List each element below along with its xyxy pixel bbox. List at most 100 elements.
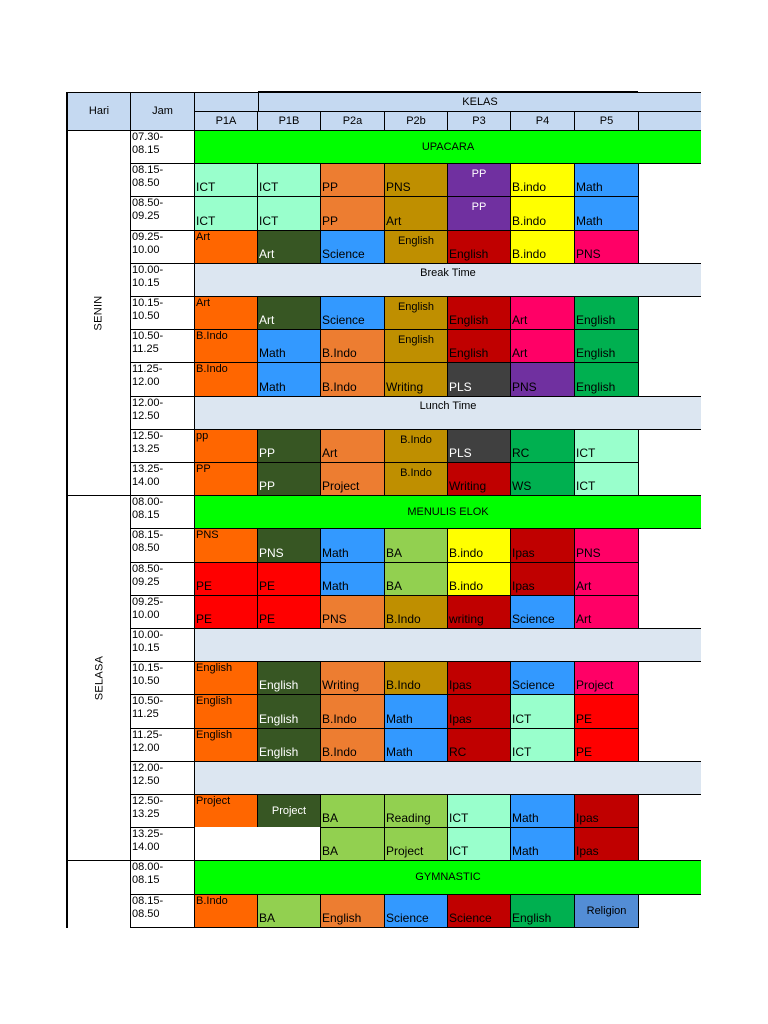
time-slot: 12.00- 12.50 <box>130 396 195 430</box>
class-cell-p4: ICT <box>510 728 575 762</box>
activity-banner: MENULIS ELOK <box>194 495 701 529</box>
class-cell-p5: Ipas <box>574 827 639 861</box>
class-cell-p5: English <box>574 362 639 397</box>
class-cell-p1a: English <box>194 661 258 695</box>
class-cell-p2a: Math <box>320 562 385 596</box>
class-cell-p5: PE <box>574 728 639 762</box>
time-slot: 10.00- 10.15 <box>130 628 195 662</box>
class-cell-p1b: Project <box>257 794 321 828</box>
class-cell-p4: Art <box>510 296 575 330</box>
time-slot: 08.15- 08.50 <box>130 894 195 928</box>
time-slot: 09.25- 10.00 <box>130 595 195 629</box>
class-cell-p5: Religion <box>574 894 639 928</box>
time-slot: 10.50- 11.25 <box>130 694 195 729</box>
break-row <box>194 761 701 795</box>
class-cell-p2b: Math <box>384 694 448 729</box>
class-cell-p3: English <box>447 230 511 264</box>
class-cell-p2a: Science <box>320 296 385 330</box>
class-cell-p2a: B.Indo <box>320 362 385 397</box>
time-slot: 11.25- 12.00 <box>130 728 195 762</box>
class-cell-p3: B.indo <box>447 528 511 563</box>
class-cell-p5: ICT <box>574 429 639 463</box>
class-cell-p1b <box>257 827 321 861</box>
class-cell-p2b: Writing <box>384 362 448 397</box>
time-slot: 08.15- 08.50 <box>130 163 195 197</box>
class-header-p2a: P2a <box>320 111 385 131</box>
class-cell-p2a: PP <box>320 196 385 231</box>
class-cell-p2b: English <box>384 329 448 363</box>
class-cell-p1a: PP <box>194 462 258 496</box>
class-cell-p2b: Reading <box>384 794 448 828</box>
class-cell-p1b: Math <box>257 362 321 397</box>
class-cell-p3: Ipas <box>447 661 511 695</box>
class-cell-p3: Writing <box>447 462 511 496</box>
day-name: SELASA <box>92 655 105 701</box>
class-cell-p2a: English <box>320 894 385 928</box>
class-cell-p1b: PP <box>257 429 321 463</box>
class-header-p2b: P2b <box>384 111 448 131</box>
time-slot: 12.00- 12.50 <box>130 761 195 795</box>
class-cell-p2b: Art <box>384 196 448 231</box>
class-cell-p4: PNS <box>510 362 575 397</box>
class-cell-p3: Science <box>447 894 511 928</box>
header-hari: Hari <box>67 92 131 131</box>
class-cell-p5: PNS <box>574 528 639 563</box>
class-cell-p1b: PE <box>257 595 321 629</box>
class-cell-p2b: BA <box>384 562 448 596</box>
class-cell-p4: English <box>510 894 575 928</box>
class-cell-p2b: B.Indo <box>384 429 448 463</box>
header-top-line <box>258 91 638 93</box>
class-cell-p5: PE <box>574 694 639 729</box>
day-label-selasa: SELASA <box>67 495 131 860</box>
class-cell-p1a: B.Indo <box>194 329 258 363</box>
class-cell-p2b: Science <box>384 894 448 928</box>
class-cell-p1b: English <box>257 661 321 695</box>
class-header-blank <box>638 111 701 131</box>
class-cell-p1a: English <box>194 728 258 762</box>
class-cell-p1a: ICT <box>194 163 258 197</box>
time-slot: 08.00- 08.15 <box>130 860 195 895</box>
time-slot: 12.50- 13.25 <box>130 429 195 463</box>
class-cell-p1a: PE <box>194 562 258 596</box>
class-cell-p2a: Writing <box>320 661 385 695</box>
class-cell-p2b: B.Indo <box>384 595 448 629</box>
time-slot: 11.25- 12.00 <box>130 362 195 397</box>
class-cell-p3: ICT <box>447 794 511 828</box>
class-cell-p4: Science <box>510 661 575 695</box>
class-cell-p1b: ICT <box>257 196 321 231</box>
time-slot: 10.15- 10.50 <box>130 296 195 330</box>
break-row <box>194 628 701 662</box>
class-cell-p5: Art <box>574 562 639 596</box>
class-cell-p3: RC <box>447 728 511 762</box>
class-cell-p1a: PNS <box>194 528 258 563</box>
class-cell-p1b: BA <box>257 894 321 928</box>
class-cell-p1a: PE <box>194 595 258 629</box>
class-cell-p2b: BA <box>384 528 448 563</box>
time-slot: 10.50- 11.25 <box>130 329 195 363</box>
class-cell-p2a: BA <box>320 794 385 828</box>
time-slot: 12.50- 13.25 <box>130 794 195 828</box>
time-slot: 10.15- 10.50 <box>130 661 195 695</box>
class-cell-p3: PLS <box>447 429 511 463</box>
class-cell-p2b: B.Indo <box>384 661 448 695</box>
class-cell-p5: PNS <box>574 230 639 264</box>
time-slot: 08.00- 08.15 <box>130 495 195 529</box>
class-cell-p1b: PE <box>257 562 321 596</box>
class-cell-p5: English <box>574 329 639 363</box>
class-cell-p4: Ipas <box>510 562 575 596</box>
class-cell-p1b: Art <box>257 230 321 264</box>
class-cell-p2a: Art <box>320 429 385 463</box>
class-cell-p5: Math <box>574 196 639 231</box>
class-cell-p3: PP <box>447 163 511 197</box>
class-cell-p4: B.indo <box>510 196 575 231</box>
class-cell-p2a: PNS <box>320 595 385 629</box>
class-cell-p1b: Art <box>257 296 321 330</box>
class-cell-p4: RC <box>510 429 575 463</box>
day-label-senin: SENIN <box>67 130 131 495</box>
class-cell-p2b: Math <box>384 728 448 762</box>
time-slot: 07.30- 08.15 <box>130 130 195 164</box>
class-header-p3: P3 <box>447 111 511 131</box>
break-row: Break Time <box>194 263 701 297</box>
class-cell-p3: English <box>447 296 511 330</box>
